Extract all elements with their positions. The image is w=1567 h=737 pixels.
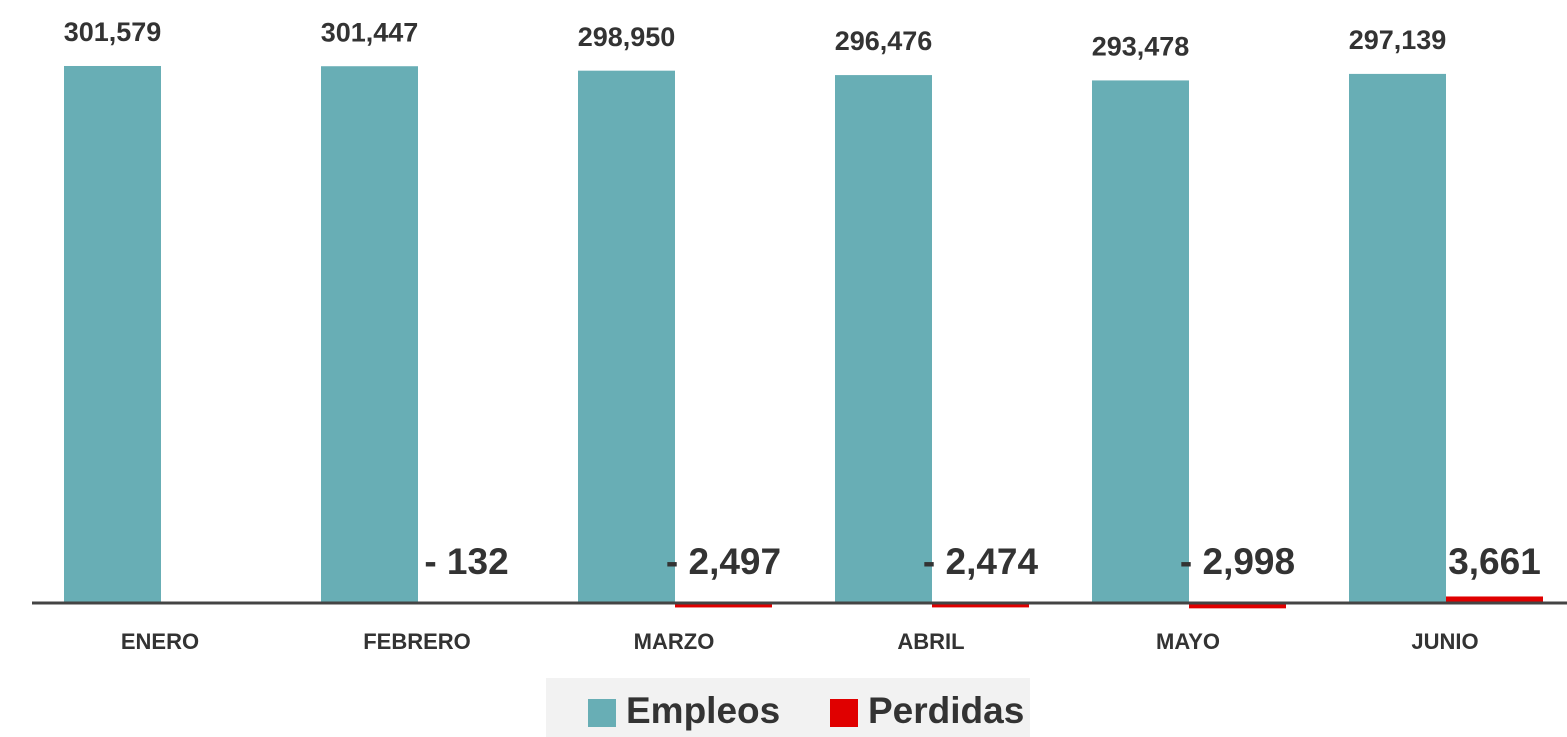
data-label: 293,478 [1092, 32, 1190, 62]
bar [1092, 80, 1189, 604]
data-label: - 132 [424, 541, 508, 582]
data-label: 301,447 [321, 17, 419, 47]
legend-label: Perdidas [868, 690, 1024, 731]
x-tick-label: ENERO [121, 629, 199, 654]
bar [932, 603, 1029, 608]
legend-swatch [588, 699, 616, 727]
x-tick-label: FEBRERO [363, 629, 471, 654]
bar [1446, 596, 1543, 603]
legend-swatch [830, 699, 858, 727]
data-label: - 2,998 [1180, 541, 1295, 582]
bar [835, 75, 932, 604]
data-label: - 2,497 [666, 541, 781, 582]
x-tick-label: MAYO [1156, 629, 1220, 654]
data-label: 301,579 [64, 17, 162, 47]
data-label: 298,950 [578, 22, 676, 52]
legend-label: Empleos [626, 690, 780, 731]
bar [64, 65, 161, 603]
bar [1189, 603, 1286, 609]
x-tick-label: JUNIO [1411, 629, 1478, 654]
bar [675, 603, 772, 608]
bar [321, 66, 418, 603]
legend-box [546, 678, 1030, 737]
data-label: 3,661 [1448, 541, 1541, 582]
data-label: 296,476 [835, 26, 933, 56]
bar [578, 70, 675, 603]
x-tick-label: MARZO [634, 629, 715, 654]
bar [1349, 73, 1446, 603]
data-label: 297,139 [1349, 25, 1447, 55]
data-label: - 2,474 [923, 541, 1039, 582]
x-tick-label: ABRIL [897, 629, 964, 654]
